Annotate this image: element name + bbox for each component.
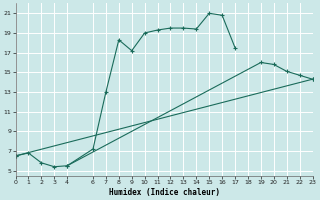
X-axis label: Humidex (Indice chaleur): Humidex (Indice chaleur) xyxy=(108,188,220,197)
